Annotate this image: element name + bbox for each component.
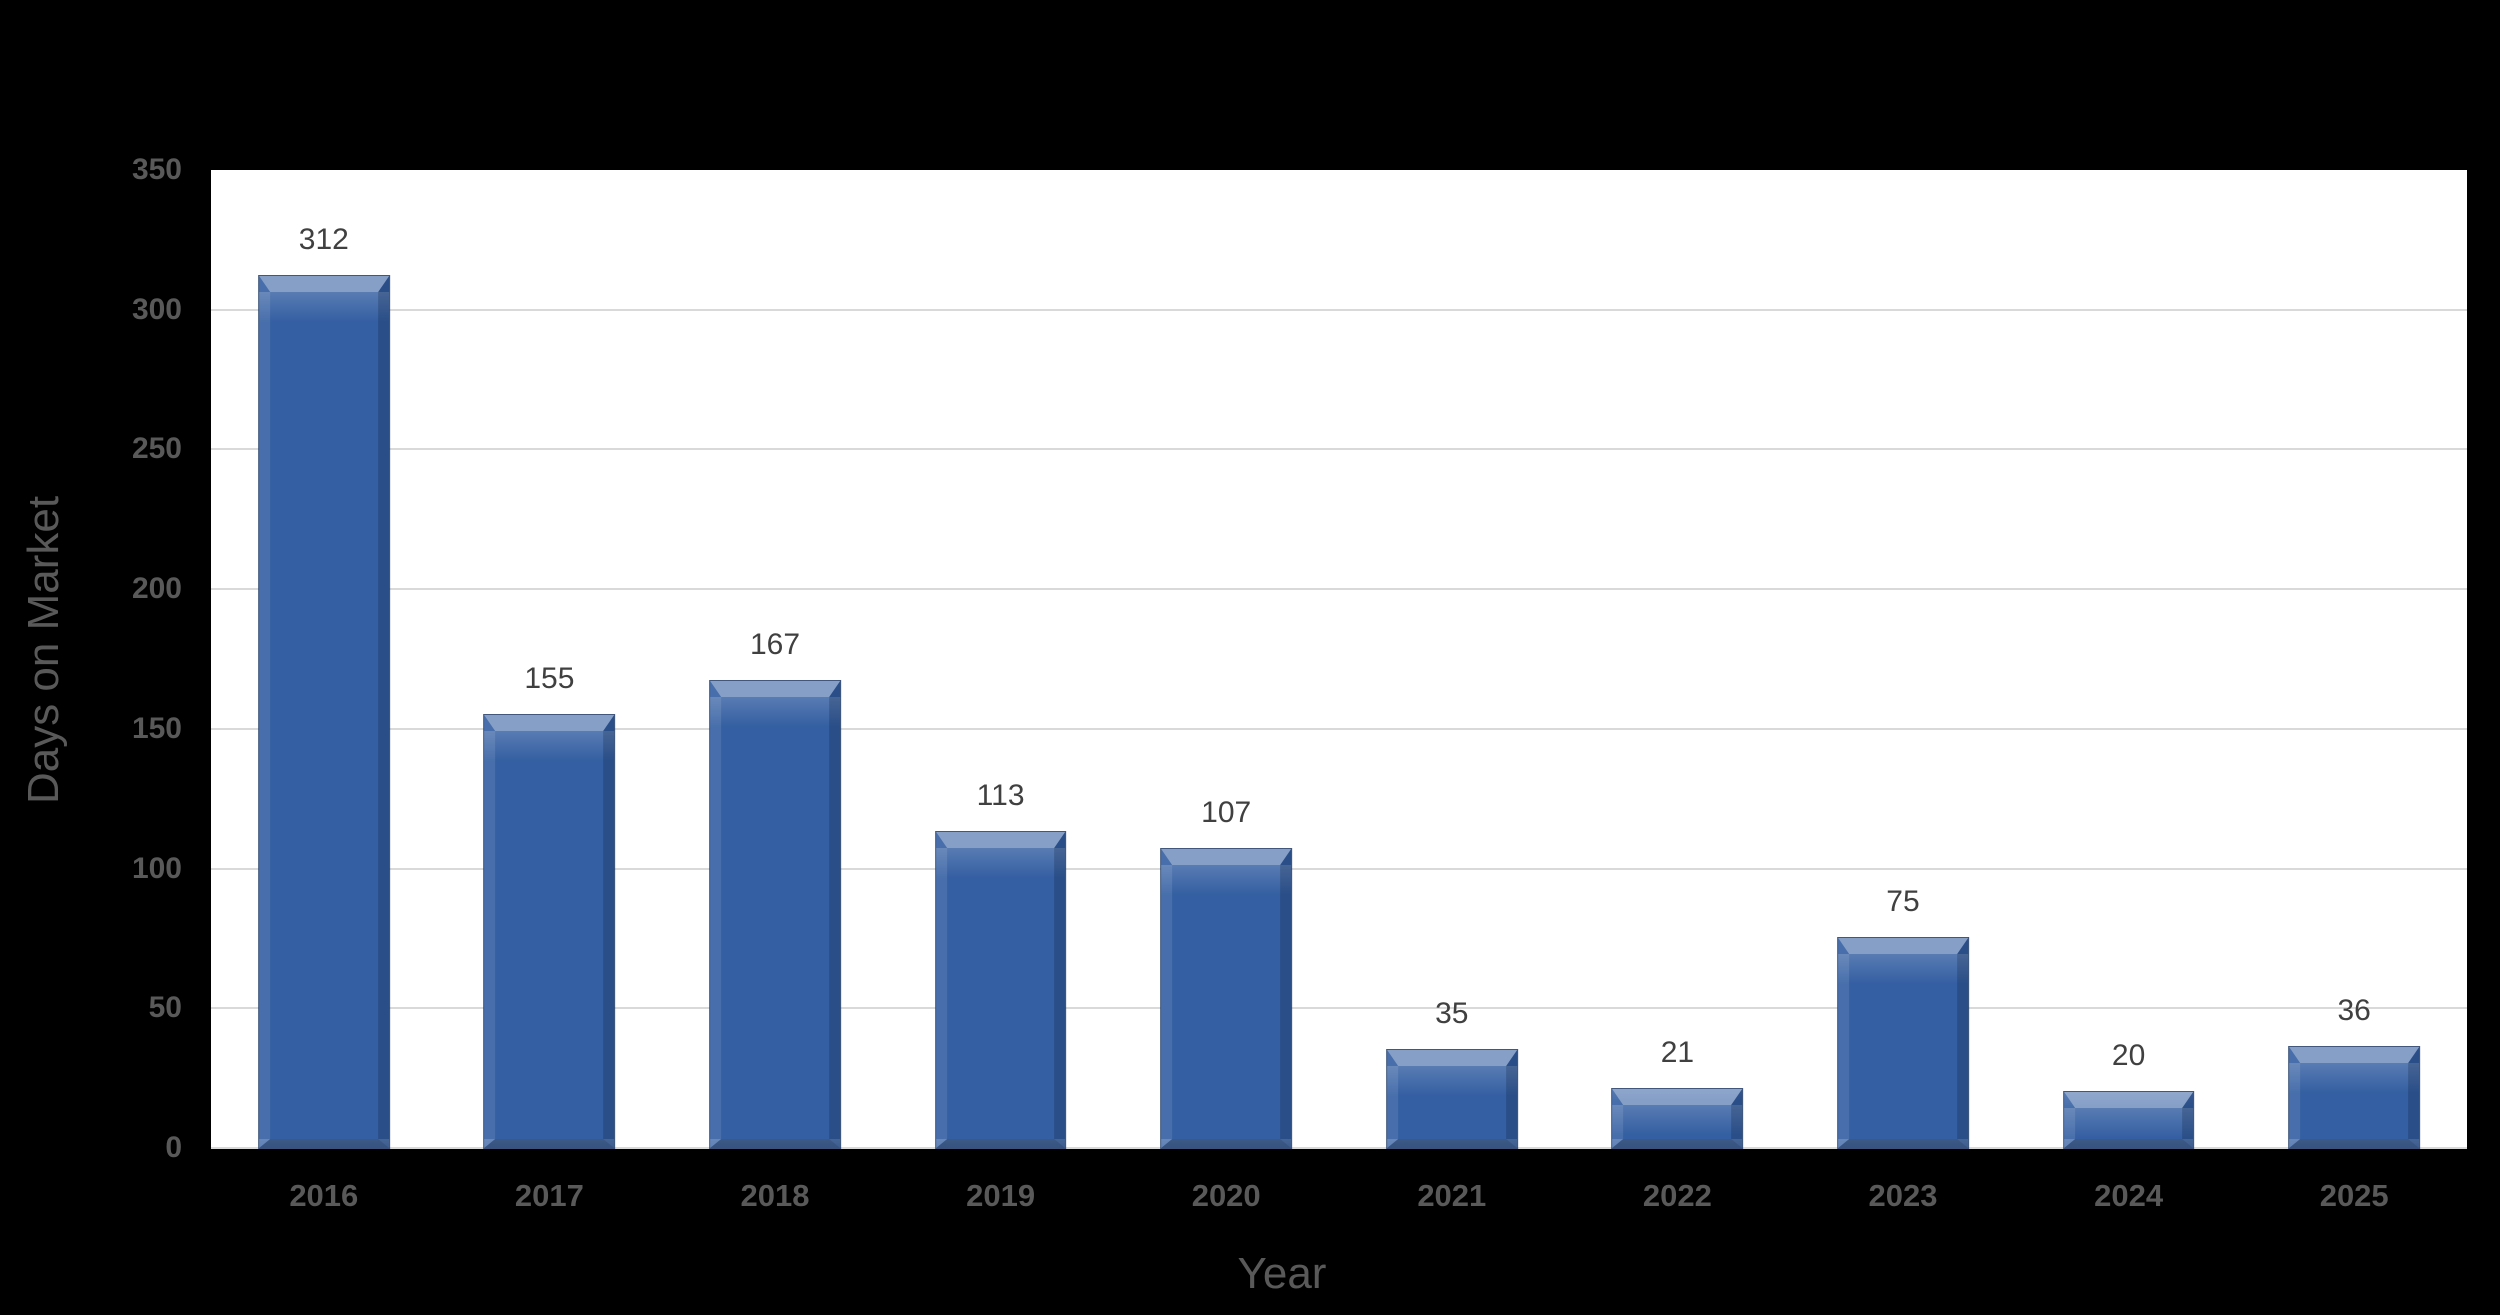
bar-slot: 20 2024 [2016, 170, 2242, 1211]
bar-slot: 155 2017 [437, 170, 663, 1211]
y-tick-label: 350 [131, 153, 182, 186]
bar-slot: 35 2021 [1339, 170, 1565, 1211]
bar-2025 [2289, 1047, 2420, 1148]
gridline [211, 1147, 2467, 1149]
x-tick-label: 2025 [2319, 1178, 2389, 1213]
gridline [211, 727, 2467, 730]
x-tick-label: 2017 [514, 1178, 584, 1213]
x-axis-title: Year [1237, 1249, 1327, 1298]
bar-2018 [710, 681, 840, 1148]
bar-2022 [1612, 1089, 1743, 1148]
x-tick-label: 2021 [1417, 1178, 1487, 1213]
bar-2017 [484, 714, 615, 1148]
x-tick-label: 2018 [740, 1178, 810, 1213]
bar-2023 [1838, 938, 1968, 1148]
x-tick-label: 2023 [1868, 1178, 1938, 1213]
bar-slot: 21 2022 [1565, 170, 1791, 1211]
bar-slot: 167 2018 [662, 170, 888, 1211]
bar-value-label: 167 [749, 628, 801, 662]
bar-2020 [1161, 849, 1292, 1148]
bar-value-label: 312 [298, 223, 349, 257]
bar-value-label: 21 [1660, 1036, 1695, 1070]
gridline [211, 867, 2467, 870]
y-tick-label: 50 [148, 991, 182, 1025]
bar-value-label: 113 [976, 779, 1025, 813]
gridline [211, 448, 2467, 451]
y-tick-label: 200 [131, 572, 182, 606]
y-tick-label: 0 [165, 1131, 182, 1164]
bar-slot: 36 2025 [2241, 170, 2467, 1211]
y-tick-label: 100 [131, 851, 182, 885]
bar-2016 [258, 276, 389, 1148]
x-tick-label: 2022 [1642, 1178, 1712, 1213]
x-tick-label: 2019 [966, 1178, 1036, 1213]
y-tick-label: 250 [131, 432, 182, 466]
bar-2019 [935, 832, 1066, 1148]
bar-value-label: 155 [524, 661, 575, 695]
bar-slot: 312 2016 [211, 170, 437, 1211]
y-axis-tick-labels: 0 50 100 150 200 250 300 350 [0, 155, 182, 1163]
x-tick-label: 2016 [289, 1178, 359, 1213]
bar-slot: 107 2020 [1113, 170, 1339, 1211]
bar-value-label: 20 [2111, 1039, 2146, 1073]
y-tick-label: 300 [131, 292, 182, 326]
bar-value-label: 75 [1886, 885, 1920, 919]
x-tick-label: 2024 [2094, 1178, 2164, 1213]
gridline [211, 308, 2467, 311]
y-tick-label: 150 [131, 711, 182, 745]
bar-value-label: 107 [1201, 796, 1252, 830]
gridline [211, 588, 2467, 591]
gridline [211, 1007, 2467, 1010]
x-tick-label: 2020 [1191, 1178, 1261, 1213]
bar-slot: 75 2023 [1790, 170, 2016, 1211]
bar-2024 [2063, 1092, 2194, 1148]
plot-area: 312 2016 155 2017 167 2018 113 2019 107 2020 35 202… [211, 170, 2467, 1211]
bar-2021 [1386, 1050, 1517, 1148]
bar-slot: 113 2019 [888, 170, 1114, 1211]
bar-value-label: 36 [2337, 994, 2371, 1028]
bar-value-label: 35 [1435, 997, 1469, 1031]
